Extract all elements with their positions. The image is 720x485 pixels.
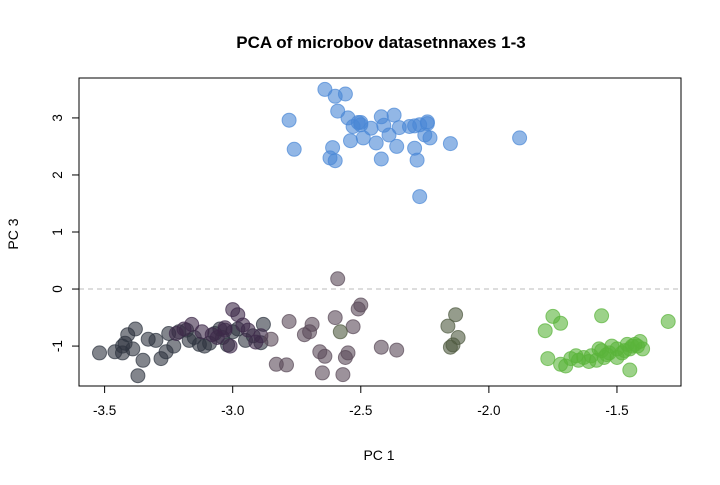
data-point-g3-15 [353,297,369,313]
data-point-g0-8 [386,107,402,123]
data-points [92,81,676,384]
data-point-g3-6 [317,348,333,364]
y-tick-label: 0 [50,285,65,293]
chart-title: PCA of microbov datasetnnaxes 1-3 [236,33,525,52]
y-axis: -1 0 1 2 3 [50,114,80,352]
data-point-g3-12 [335,367,351,383]
data-point-g2-10 [240,322,256,338]
x-tick-label: -3.0 [221,403,244,418]
data-point-g0-29 [327,153,343,169]
data-point-g5-5 [540,351,556,367]
data-point-g5-2 [537,323,553,339]
data-point-g1-7 [125,341,141,357]
data-point-g0-0 [317,81,333,97]
data-point-g3-7 [314,365,330,381]
data-point-g2-13 [222,338,238,354]
data-point-g0-21 [355,130,371,146]
data-point-g0-30 [373,151,389,167]
x-tick-label: -2.0 [477,403,500,418]
x-tick-label: -2.5 [349,403,372,418]
y-tick-label: 1 [50,228,65,236]
data-point-g3-18 [389,342,405,358]
data-point-g1-11 [148,332,164,348]
data-point-g3-0 [263,331,279,347]
plot-area [78,77,682,387]
data-point-g0-27 [286,141,302,157]
data-point-g3-17 [373,339,389,355]
data-point-g0-2 [337,86,353,102]
data-point-g5-27 [622,362,638,378]
data-point-g5-1 [553,315,569,331]
data-point-g5-29 [591,341,607,357]
data-point-g3-9 [279,357,294,373]
data-point-g0-23 [368,135,384,151]
data-point-g0-3 [281,112,297,128]
data-point-g5-31 [571,352,586,368]
data-point-g2-2 [184,316,200,332]
data-point-g0-36 [353,115,369,130]
data-point-g3-13 [345,319,361,335]
data-point-g0-34 [412,189,428,205]
data-point-g3-19 [330,271,346,287]
y-tick-label: 2 [50,171,65,179]
x-axis: -3.5 -3.0 -2.5 -2.0 -1.5 [93,385,629,418]
data-point-g0-33 [512,130,528,146]
x-tick-label: -3.5 [93,403,116,418]
y-tick-label: 3 [50,114,65,122]
data-point-g1-8 [135,352,151,368]
data-point-g4-5 [445,337,461,353]
x-axis-label: PC 1 [363,447,394,463]
data-point-g0-35 [422,130,438,146]
data-point-g3-11 [337,350,353,365]
data-point-g0-19 [407,118,423,134]
data-point-g1-15 [166,338,182,354]
y-tick-label: -1 [50,340,65,352]
data-point-g0-31 [409,152,425,168]
data-point-g5-3 [660,314,676,329]
data-point-g3-4 [302,324,318,340]
data-point-g3-16 [327,310,343,326]
data-point-g0-22 [343,133,358,149]
data-point-g5-26 [627,336,643,352]
data-point-g0-4 [330,103,346,119]
data-point-g5-4 [594,308,610,324]
data-point-g1-6 [127,321,143,337]
data-point-g2-14 [217,322,233,338]
data-point-g0-32 [442,136,458,152]
data-point-g4-2 [448,307,464,323]
data-point-g3-1 [281,314,297,329]
data-point-g1-0 [92,345,107,361]
data-point-g1-9 [130,368,146,384]
data-point-g4-0 [332,324,348,340]
data-point-g0-24 [389,138,405,154]
data-point-g0-20 [381,127,397,143]
x-tick-label: -1.5 [605,403,628,418]
data-point-g4-1 [440,318,456,334]
y-axis-label: PC 3 [5,218,21,249]
data-point-g5-32 [558,358,574,374]
